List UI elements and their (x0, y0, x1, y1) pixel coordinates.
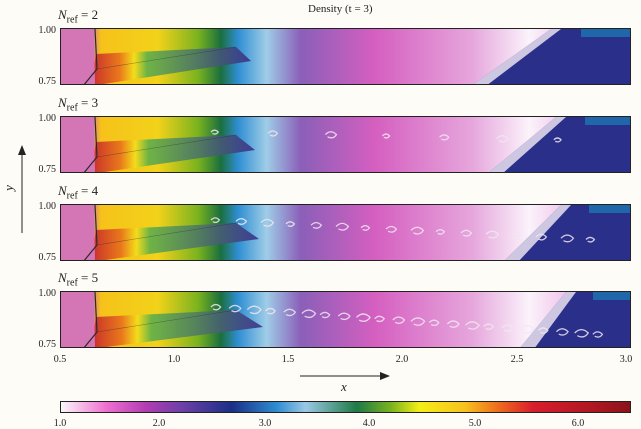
panel-ytick-bottom-0: 0.75 (38, 76, 57, 87)
panel-ytick-top-0: 1.00 (38, 25, 57, 36)
panel-ytick-top-1: 1.00 (38, 113, 57, 124)
panel-label-2: Nref = 4 (58, 183, 99, 202)
panel-label-0: Nref = 2 (58, 7, 99, 26)
density-panel-2 (60, 204, 631, 261)
panel-ytick-bottom-3: 0.75 (38, 339, 57, 350)
x-tick-3: 2.0 (395, 354, 409, 365)
panel-ytick-bottom-2: 0.75 (38, 252, 57, 263)
panel-ytick-bottom-1: 0.75 (38, 164, 57, 175)
colorbar (60, 401, 631, 413)
x-tick-4: 2.5 (510, 354, 524, 365)
x-tick-0: 0.5 (53, 354, 67, 365)
panel-ytick-top-2: 1.00 (38, 201, 57, 212)
density-panel-3 (60, 291, 631, 348)
y-axis-arrow-icon (18, 145, 26, 233)
x-tick-5: 3.0 (619, 354, 633, 365)
panel-label-1: Nref = 3 (58, 95, 99, 114)
colorbar-tick-1: 2.0 (152, 418, 166, 429)
colorbar-tick-2: 3.0 (258, 418, 272, 429)
panel-ytick-top-3: 1.00 (38, 288, 57, 299)
colorbar-tick-5: 6.0 (571, 418, 585, 429)
figure-title: Density (t = 3) (308, 3, 373, 15)
y-axis-label: y (0, 185, 16, 191)
density-panel-1 (60, 116, 631, 173)
density-panel-0 (60, 28, 631, 85)
x-tick-2: 1.5 (281, 354, 295, 365)
panel-label-3: Nref = 5 (58, 270, 99, 289)
colorbar-tick-0: 1.0 (53, 418, 67, 429)
x-tick-1: 1.0 (167, 354, 181, 365)
colorbar-tick-3: 4.0 (362, 418, 376, 429)
x-axis-label: x (341, 379, 347, 394)
x-axis-arrow-icon (300, 372, 390, 380)
colorbar-tick-4: 5.0 (468, 418, 482, 429)
